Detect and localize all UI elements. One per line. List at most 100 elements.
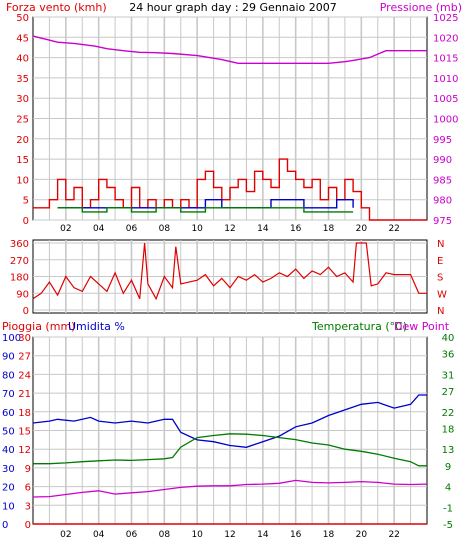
rain-tick-label: 12 <box>18 445 31 456</box>
series-forza-vento-kmh <box>33 158 427 221</box>
series-umidita <box>32 394 427 448</box>
temperature-tick-label: -5 <box>443 520 453 531</box>
rain-tick-label: 30 <box>18 333 31 344</box>
direction-compass-label: N <box>437 239 444 250</box>
temperature-tick-label: 36 <box>442 350 455 361</box>
direction-tick-label: 0 <box>23 306 29 317</box>
hour-tick-label: 08 <box>159 530 171 540</box>
direction-tick-label: 180 <box>10 273 29 284</box>
pressure-tick-label: 1010 <box>433 74 458 85</box>
pressure-tick-label: 1020 <box>433 33 458 44</box>
temperature-axis-title: Temperatura (°C) <box>311 320 407 333</box>
climate-axis-labels: 0102030405060708090100036912151821242730… <box>2 333 454 540</box>
direction-compass-label: E <box>437 256 443 267</box>
humidity-tick-label: 30 <box>2 464 15 475</box>
humidity-tick-label: 0 <box>2 520 8 531</box>
hour-tick-label: 04 <box>93 530 105 540</box>
direction-tick-label: 90 <box>16 289 29 300</box>
rain-tick-label: 24 <box>18 370 31 381</box>
hour-tick-label: 02 <box>60 224 71 234</box>
humidity-tick-label: 20 <box>2 483 15 494</box>
direction-tick-label: 270 <box>10 256 29 267</box>
wind-tick-label: 0 <box>23 216 29 227</box>
temperature-tick-label: 13 <box>442 445 455 456</box>
hour-tick-label: 08 <box>159 224 171 234</box>
wind-series <box>32 35 427 221</box>
humidity-tick-label: 50 <box>2 427 15 438</box>
hour-tick-label: 18 <box>323 224 335 234</box>
pressure-tick-label: 1025 <box>433 13 458 24</box>
hour-tick-label: 10 <box>191 224 203 234</box>
temperature-tick-label: 31 <box>442 370 455 381</box>
humidity-tick-label: 90 <box>2 352 15 363</box>
rain-tick-label: 21 <box>18 389 31 400</box>
humidity-tick-label: 10 <box>2 501 15 512</box>
hour-tick-label: 22 <box>388 224 399 234</box>
hour-tick-label: 18 <box>323 530 335 540</box>
rain-tick-label: 0 <box>25 520 31 531</box>
hour-tick-label: 12 <box>224 530 235 540</box>
hour-tick-label: 20 <box>356 224 368 234</box>
temperature-tick-label: -1 <box>443 503 453 514</box>
wind-tick-label: 40 <box>16 54 29 65</box>
wind-tick-label: 50 <box>16 13 29 24</box>
wind-tick-label: 25 <box>16 115 29 126</box>
temperature-tick-label: 40 <box>442 333 455 344</box>
hour-tick-label: 04 <box>93 224 105 234</box>
rain-tick-label: 6 <box>25 483 31 494</box>
hour-tick-label: 22 <box>388 530 399 540</box>
wind-pressure-panel: 0510152025303540455097598098599099510001… <box>6 1 462 234</box>
hour-tick-label: 06 <box>126 530 138 540</box>
pressure-tick-label: 985 <box>433 175 452 186</box>
pressure-tick-label: 1000 <box>433 115 458 126</box>
pressure-tick-label: 1005 <box>433 94 458 105</box>
temperature-tick-label: 27 <box>442 387 455 398</box>
direction-compass-label: W <box>437 289 447 300</box>
hour-tick-label: 10 <box>191 530 203 540</box>
rain-tick-label: 15 <box>18 427 31 438</box>
series-dew-point <box>32 479 428 498</box>
pressure-tick-label: 990 <box>433 155 452 166</box>
wind-tick-label: 35 <box>16 74 29 85</box>
pressure-tick-label: 975 <box>433 216 452 227</box>
humidity-tick-label: 80 <box>2 370 15 381</box>
hour-tick-label: 12 <box>224 224 235 234</box>
graph-title: 24 hour graph day : 29 Gennaio 2007 <box>129 1 337 14</box>
rain-tick-label: 3 <box>25 501 31 512</box>
series-wind-direction <box>32 242 427 301</box>
hour-tick-label: 16 <box>290 530 302 540</box>
rain-tick-label: 9 <box>25 464 31 475</box>
dewpoint-axis-title: Dew Point <box>394 320 450 333</box>
humidity-tick-label: 100 <box>2 333 21 344</box>
series-pressione-mb <box>32 35 427 64</box>
series-temperatura-c <box>33 433 427 467</box>
temperature-tick-label: 9 <box>445 462 451 473</box>
wind-axis-title: Forza vento (kmh) <box>6 1 107 14</box>
hour-tick-label: 14 <box>257 530 269 540</box>
wind-tick-label: 20 <box>16 135 29 146</box>
wind-axis-labels: 0510152025303540455097598098599099510001… <box>16 13 458 234</box>
direction-series <box>32 242 427 301</box>
temperature-tick-label: 4 <box>445 483 451 494</box>
temperature-tick-label: 22 <box>442 408 455 419</box>
humidity-tick-label: 70 <box>2 389 15 400</box>
humidity-tick-label: 60 <box>2 408 15 419</box>
direction-grid <box>33 240 427 313</box>
climate-series <box>32 394 428 525</box>
humidity-axis-title: Umidita % <box>68 320 125 333</box>
direction-tick-label: 360 <box>10 239 29 250</box>
hour-tick-label: 16 <box>290 224 302 234</box>
wind-tick-label: 45 <box>16 33 29 44</box>
temperature-tick-label: 18 <box>442 424 455 435</box>
rain-tick-label: 18 <box>18 408 31 419</box>
hour-tick-label: 14 <box>257 224 269 234</box>
hour-tick-label: 02 <box>60 530 71 540</box>
wind-tick-label: 15 <box>16 155 29 166</box>
pressure-tick-label: 995 <box>433 135 452 146</box>
climate-grid <box>33 336 427 525</box>
hour-tick-label: 06 <box>126 224 138 234</box>
